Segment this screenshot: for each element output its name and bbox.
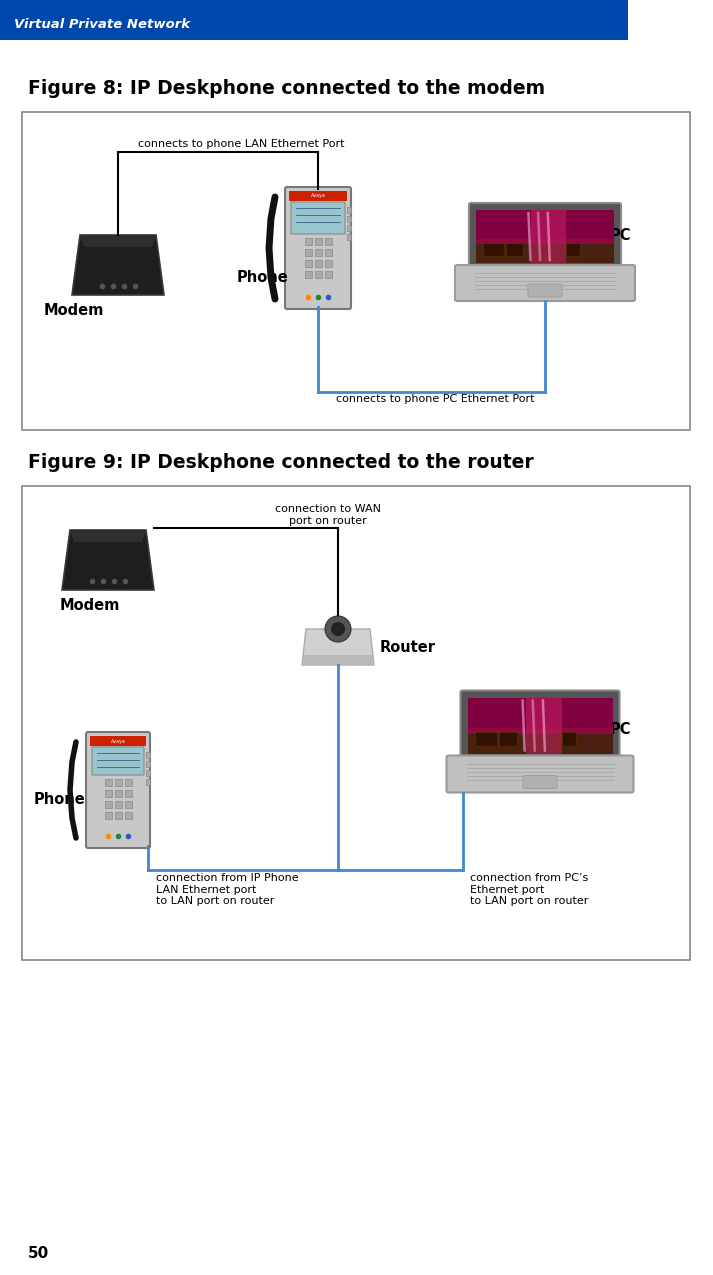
- Bar: [347, 235, 351, 240]
- Bar: [90, 736, 146, 746]
- Text: connection to WAN
port on router: connection to WAN port on router: [275, 505, 381, 527]
- Bar: [314, 260, 322, 266]
- FancyBboxPatch shape: [455, 265, 635, 301]
- Bar: [304, 270, 312, 278]
- Bar: [314, 249, 322, 255]
- Text: 50: 50: [28, 1246, 49, 1261]
- Bar: [565, 242, 580, 256]
- Bar: [476, 210, 614, 263]
- Bar: [324, 270, 332, 278]
- Bar: [347, 224, 351, 231]
- Bar: [531, 210, 565, 263]
- Bar: [468, 697, 612, 754]
- Circle shape: [331, 622, 345, 636]
- Bar: [125, 811, 131, 819]
- FancyBboxPatch shape: [523, 775, 557, 788]
- Bar: [105, 789, 111, 797]
- Text: connects to phone PC Ethernet Port: connects to phone PC Ethernet Port: [336, 394, 535, 404]
- Text: Phone: Phone: [34, 793, 86, 807]
- Bar: [324, 249, 332, 255]
- FancyBboxPatch shape: [528, 284, 562, 297]
- Bar: [302, 655, 374, 666]
- Bar: [347, 215, 351, 222]
- Bar: [304, 260, 312, 266]
- Bar: [525, 697, 562, 754]
- Bar: [115, 801, 121, 807]
- Bar: [125, 789, 131, 797]
- Bar: [324, 260, 332, 266]
- FancyBboxPatch shape: [86, 732, 150, 848]
- Text: Modem: Modem: [60, 598, 120, 613]
- Text: Phone: Phone: [237, 270, 289, 286]
- Text: Router: Router: [380, 640, 436, 655]
- FancyBboxPatch shape: [461, 691, 620, 760]
- Bar: [115, 789, 121, 797]
- Bar: [115, 811, 121, 819]
- Text: Virtual Private Network: Virtual Private Network: [14, 18, 190, 32]
- Text: Figure 8: IP Deskphone connected to the modem: Figure 8: IP Deskphone connected to the …: [28, 79, 545, 98]
- Polygon shape: [302, 629, 374, 666]
- Bar: [475, 732, 496, 746]
- Bar: [562, 732, 576, 746]
- FancyBboxPatch shape: [446, 756, 633, 793]
- FancyBboxPatch shape: [92, 747, 144, 775]
- FancyBboxPatch shape: [469, 203, 621, 269]
- Bar: [314, 270, 322, 278]
- Bar: [476, 210, 614, 245]
- Bar: [146, 779, 150, 785]
- FancyBboxPatch shape: [285, 187, 351, 309]
- Bar: [0, 0, 628, 40]
- Polygon shape: [80, 235, 156, 247]
- FancyBboxPatch shape: [291, 201, 345, 235]
- Text: connection from PC’s
Ethernet port
to LAN port on router: connection from PC’s Ethernet port to LA…: [470, 873, 588, 907]
- Bar: [483, 242, 503, 256]
- Bar: [324, 237, 332, 245]
- Polygon shape: [62, 530, 154, 590]
- Bar: [314, 237, 322, 245]
- Bar: [289, 191, 347, 201]
- Bar: [22, 112, 690, 430]
- Text: PC: PC: [610, 723, 632, 737]
- Text: connection from IP Phone
LAN Ethernet port
to LAN port on router: connection from IP Phone LAN Ethernet po…: [156, 873, 299, 907]
- Bar: [115, 779, 121, 785]
- Bar: [146, 770, 150, 776]
- Bar: [304, 249, 312, 255]
- Bar: [304, 237, 312, 245]
- Bar: [125, 779, 131, 785]
- Bar: [146, 752, 150, 759]
- Bar: [125, 801, 131, 807]
- Bar: [499, 732, 517, 746]
- Polygon shape: [70, 530, 146, 542]
- Bar: [506, 242, 523, 256]
- Bar: [468, 697, 612, 734]
- Bar: [347, 207, 351, 213]
- Bar: [146, 761, 150, 768]
- Bar: [105, 801, 111, 807]
- Bar: [468, 728, 612, 754]
- Bar: [22, 486, 690, 960]
- Text: Avaya: Avaya: [311, 194, 325, 199]
- Text: Modem: Modem: [44, 303, 104, 317]
- Bar: [476, 240, 614, 263]
- Text: Figure 9: IP Deskphone connected to the router: Figure 9: IP Deskphone connected to the …: [28, 454, 534, 473]
- Text: connects to phone LAN Ethernet Port: connects to phone LAN Ethernet Port: [138, 139, 344, 149]
- Bar: [105, 779, 111, 785]
- Polygon shape: [72, 235, 164, 295]
- Text: PC: PC: [610, 227, 632, 242]
- Circle shape: [325, 616, 351, 643]
- Bar: [105, 811, 111, 819]
- Text: Avaya: Avaya: [111, 738, 125, 743]
